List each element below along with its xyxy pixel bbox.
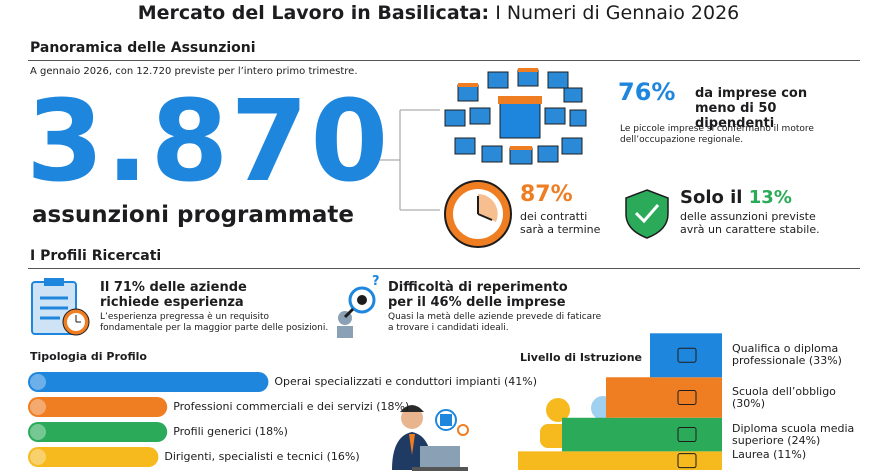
step: [518, 451, 722, 470]
stat-text: delle assunzioni previste avrà un caratt…: [680, 210, 820, 236]
rule: [28, 268, 860, 269]
card-title: Difficoltà di reperimento per il 46% del…: [388, 280, 568, 310]
shops-icon: [444, 68, 587, 165]
step-label: Qualifica o diploma professionale (33%): [732, 342, 842, 368]
step-label: Diploma scuola media superiore (24%): [732, 421, 855, 447]
clipboard-icon: [31, 278, 90, 336]
bar-label: Profili generici (18%): [173, 425, 288, 438]
bar: [28, 422, 168, 442]
bar-label: Operai specializzati e conduttori impian…: [274, 375, 538, 388]
stat-heading: Solo il 13%: [680, 187, 792, 208]
card-note: L’esperienza pregressa è un requisito fo…: [100, 312, 329, 333]
bar-icon: [30, 424, 46, 440]
chart-title: Livello di Istruzione: [520, 351, 642, 364]
big-label: assunzioni programmate: [32, 202, 354, 228]
bar-icon: [30, 399, 46, 415]
step-label: Laurea (11%): [732, 447, 807, 461]
step: [650, 333, 722, 378]
search-icon: ?: [337, 274, 380, 338]
bar-icon: [30, 374, 46, 390]
step-icon: [677, 390, 697, 405]
stat-text: dei contratti sarà a termine: [520, 210, 601, 236]
intro: A gennaio 2026, con 12.720 previste per …: [30, 66, 358, 77]
step-icon: [677, 453, 697, 469]
stat-text: da imprese con meno di 50 dipendenti: [695, 86, 808, 131]
bracket: [380, 109, 440, 211]
bar: [28, 372, 269, 392]
section-heading: Panoramica delle Assunzioni: [30, 40, 256, 56]
stat-note: Le piccole imprese si confermano il moto…: [620, 124, 814, 145]
card-note: Quasi la metà delle aziende prevede di f…: [388, 312, 602, 333]
title-bold: Mercato del Lavoro in Basilicata:: [137, 2, 490, 24]
step-label: Scuola dell’obbligo (30%): [732, 384, 836, 410]
step: [606, 377, 722, 418]
bar: [28, 397, 168, 417]
prefix: Solo il: [680, 187, 743, 208]
percent: 13%: [748, 187, 792, 208]
title: Mercato del Lavoro in Basilicata: I Nume…: [0, 2, 877, 24]
rule: [28, 60, 860, 61]
chart-title: Tipologia di Profilo: [30, 350, 147, 363]
step: [562, 417, 722, 452]
clock-icon: [444, 180, 512, 248]
bar-label: Dirigenti, specialisti e tecnici (16%): [164, 450, 360, 463]
bar-label: Professioni commerciali e dei servizi (1…: [173, 400, 410, 413]
worker-illustration: [392, 405, 469, 471]
card-title: Il 71% delle aziende richiede esperienza: [100, 280, 247, 310]
step-icon: [677, 427, 697, 443]
bar: [28, 447, 159, 467]
bar-icon: [30, 449, 46, 465]
percent: 76%: [618, 78, 676, 106]
shield-icon: [625, 189, 669, 239]
percent: 87%: [520, 182, 573, 207]
title-light: I Numeri di Gennaio 2026: [495, 2, 740, 24]
svg-text:?: ?: [372, 274, 380, 289]
big-number: 3.870: [26, 77, 391, 207]
section-heading: I Profili Ricercati: [30, 248, 162, 264]
step-icon: [677, 347, 697, 363]
